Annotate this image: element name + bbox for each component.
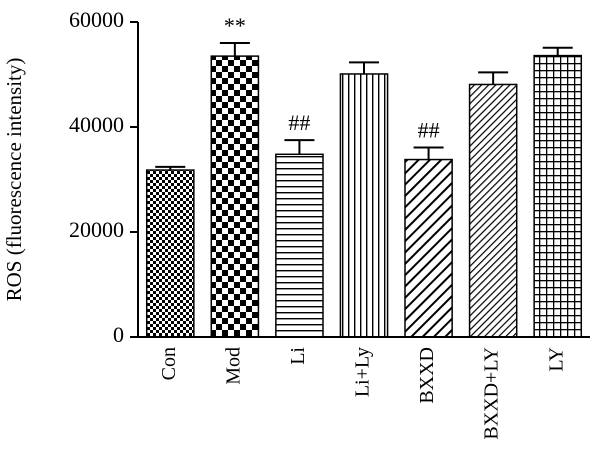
y-axis-label: ROS (fluorescence intensity): [2, 58, 26, 302]
plot-layer: 0 20000 40000 60000 Con ** Mod ## Li Li+Ly ## BXXD B…: [69, 7, 583, 440]
bar-fill: [405, 159, 453, 337]
bar-fill: [211, 56, 259, 337]
x-tick-label: Mod: [222, 347, 244, 385]
x-tick-label: BXXD+LY: [481, 347, 503, 440]
bar-fill: [275, 154, 323, 337]
y-tick-label: 40000: [69, 112, 124, 137]
y-tick-label: 20000: [69, 217, 124, 242]
x-tick-label: LY: [545, 347, 567, 372]
bar-fill: [340, 73, 388, 337]
bar-fill: [469, 84, 517, 337]
x-tick-label: Li: [287, 347, 309, 365]
x-tick-label: BXXD: [416, 347, 438, 404]
x-tick-label: Con: [158, 347, 180, 380]
bar-fill: [534, 55, 582, 337]
bar-fill: [146, 170, 194, 337]
y-tick-label: 0: [113, 322, 124, 347]
bar-annotation: **: [224, 13, 246, 38]
y-tick-label: 60000: [69, 7, 124, 32]
bar-annotation: ##: [418, 117, 440, 142]
bar-annotation: ##: [288, 110, 310, 135]
x-tick-label: Li+Ly: [352, 347, 374, 397]
